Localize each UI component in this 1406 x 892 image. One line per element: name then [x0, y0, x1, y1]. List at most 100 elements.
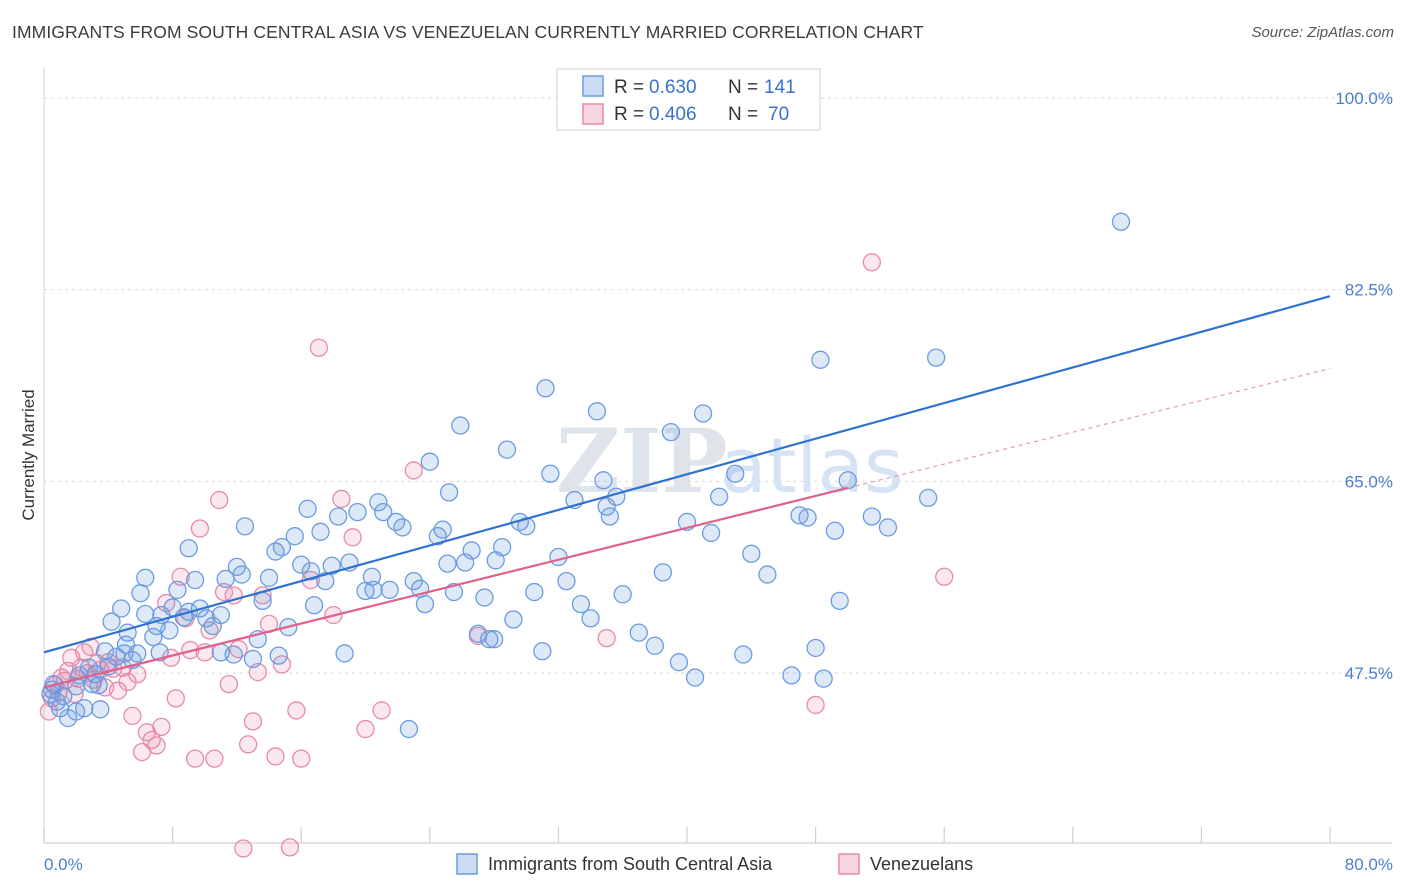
- blue-point-61: [362, 567, 382, 586]
- watermark-atlas: atlas: [720, 421, 904, 510]
- tick-labels: 47.5% 65.0% 82.5% 100.0% 0.0% 80.0%: [44, 89, 1393, 874]
- blue-point-70: [420, 452, 439, 471]
- blue-point-59: [348, 502, 367, 522]
- legend-r-value-2: 0.406: [649, 104, 697, 125]
- pink-point-60: [332, 489, 351, 509]
- blue-point-122: [862, 507, 882, 526]
- blue-point-50: [292, 555, 311, 574]
- blue-point-37: [211, 605, 230, 625]
- blue-point-51: [298, 499, 317, 518]
- pink-point-63: [372, 701, 391, 720]
- pink-point-47: [239, 735, 258, 754]
- stats-legend-box: [556, 68, 821, 131]
- legend-swatch-blue: [582, 75, 604, 97]
- blue-point-20: [112, 599, 131, 618]
- legend-n-value-1: 141: [764, 77, 796, 98]
- blue-point-93: [581, 609, 600, 628]
- blue-point-55: [322, 556, 341, 575]
- series-legend: Immigrants from South Central Asia Venez…: [456, 853, 973, 875]
- pink-point-37: [190, 519, 210, 538]
- series-legend-label-blue: Immigrants from South Central Asia: [488, 854, 773, 874]
- legend-r-value-1: 0.630: [649, 77, 697, 98]
- pink-point-8: [65, 684, 84, 704]
- blue-point-134: [597, 497, 616, 516]
- blue-point-52: [304, 596, 324, 615]
- blue-point-141: [269, 646, 288, 665]
- watermark: ZIP atlas: [556, 409, 904, 513]
- blue-point-88: [541, 464, 560, 483]
- pink-point-28: [147, 736, 166, 755]
- pink-point-41: [210, 490, 229, 510]
- blue-point-49: [285, 527, 304, 546]
- blue-point-128: [136, 604, 155, 624]
- blue-point-24: [136, 568, 155, 587]
- blue-point-94: [587, 402, 607, 421]
- blue-point-84: [504, 610, 523, 629]
- blue-point-45: [259, 568, 279, 587]
- blue-point-111: [742, 544, 761, 563]
- blue-point-131: [301, 562, 320, 581]
- blue-point-15: [95, 642, 115, 661]
- blue-point-99: [629, 623, 648, 642]
- blue-point-44: [253, 591, 272, 610]
- blue-point-75: [451, 416, 470, 435]
- series-legend-label-pink: Venezuelans: [870, 854, 973, 874]
- blue-point-135: [415, 594, 435, 614]
- blue-point-89: [549, 547, 568, 567]
- blue-point-127: [67, 702, 86, 721]
- blue-point-82: [492, 538, 512, 557]
- blue-point-126: [1111, 212, 1131, 231]
- blue-point-136: [525, 582, 544, 602]
- blue-point-32: [179, 539, 198, 558]
- legend-n-label-1: N =: [728, 77, 758, 98]
- y-tick-label-3: 100.0%: [1335, 89, 1393, 108]
- y-axis-label: Currently Married: [19, 389, 38, 520]
- pink-point-46: [234, 839, 253, 858]
- pink-point-43: [219, 674, 239, 694]
- blue-point-98: [613, 585, 632, 604]
- blue-point-139: [536, 379, 555, 398]
- blue-point-118: [814, 669, 833, 688]
- pink-point-69: [935, 567, 954, 586]
- pink-point-58: [309, 338, 329, 357]
- gridlines: [44, 97, 1392, 674]
- blue-point-66: [393, 518, 412, 537]
- blue-point-132: [364, 580, 383, 600]
- blue-point-72: [433, 520, 452, 539]
- pink-point-54: [280, 838, 300, 857]
- blue-point-105: [685, 668, 705, 687]
- trend-lines: [43, 295, 1331, 689]
- blue-point-109: [726, 464, 745, 483]
- blue-point-102: [661, 422, 681, 442]
- pink-point-55: [287, 701, 306, 720]
- series-legend-swatch-blue: [456, 853, 478, 875]
- legend-n-value-2: 70: [768, 104, 789, 125]
- blue-point-125: [927, 348, 946, 367]
- blue-point-116: [806, 638, 825, 658]
- blue-point-78: [468, 624, 488, 643]
- pink-point-24: [128, 665, 147, 684]
- blue-point-103: [669, 653, 689, 672]
- pink-point-64: [404, 461, 423, 480]
- y-tick-label-2: 82.5%: [1345, 281, 1393, 300]
- blue-point-110: [734, 645, 753, 664]
- blue-point-95: [594, 471, 613, 490]
- blue-point-5: [54, 687, 73, 706]
- pink-trend-extension: [847, 367, 1331, 489]
- blue-point-67: [399, 719, 419, 739]
- blue-point-112: [758, 565, 777, 584]
- blue-point-73: [439, 483, 459, 502]
- legend-n-label-2: N =: [728, 104, 758, 125]
- blue-point-64: [380, 580, 399, 600]
- blue-point-108: [710, 487, 729, 506]
- legend-swatch-pink: [582, 103, 604, 125]
- x-tick-label-min: 0.0%: [44, 855, 83, 874]
- chart-title: IMMIGRANTS FROM SOUTH CENTRAL ASIA VS VE…: [12, 22, 924, 42]
- blue-point-120: [830, 591, 849, 610]
- blue-point-30: [168, 580, 187, 600]
- blue-point-62: [369, 493, 388, 512]
- pink-point-42: [214, 582, 234, 602]
- blue-point-113: [782, 666, 801, 685]
- pink-point-52: [266, 747, 285, 766]
